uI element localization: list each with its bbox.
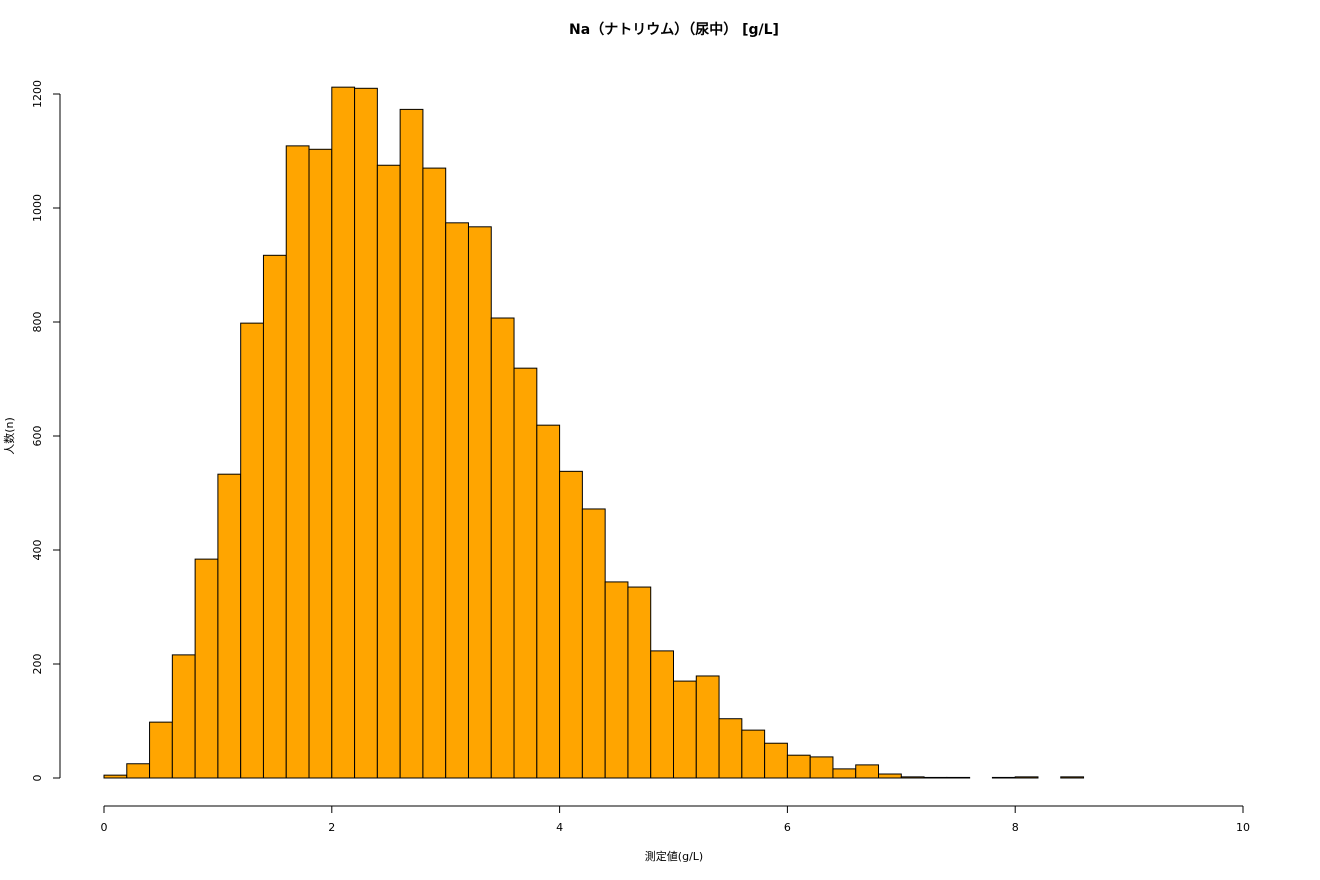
y-tick-label: 200 [31,654,44,675]
bar [240,322,264,779]
bar [695,675,720,779]
bar [900,776,925,779]
bar [126,763,151,779]
bar [627,586,652,779]
bar [1060,776,1085,779]
y-tick-label: 600 [31,426,44,447]
bar [103,774,128,779]
bar [741,729,766,779]
bar [786,754,811,779]
bar [285,145,310,779]
bar [445,222,469,779]
x-tick-label: 0 [101,821,108,834]
y-tick-label: 0 [31,775,44,782]
bar [673,680,697,779]
bar [149,721,173,779]
x-tick-label: 8 [1012,821,1019,834]
y-tick-label: 1000 [31,194,44,222]
y-tick-label: 1200 [31,80,44,108]
bar [536,424,561,779]
chart-title: Na（ナトリウム）（尿中） [g/L] [569,21,779,38]
bar [194,558,219,779]
bar [946,776,971,779]
bar [604,581,629,779]
bar [718,718,743,779]
bar [331,86,356,779]
bar [832,768,857,779]
bar [422,167,447,779]
x-tick-label: 4 [556,821,563,834]
y-tick-label: 800 [31,312,44,333]
bar [878,773,902,779]
bar [308,148,333,779]
bar [490,317,515,779]
bar [650,650,674,779]
bar [376,164,401,779]
bar [764,742,788,779]
bar [262,254,287,779]
bar [809,756,834,779]
y-axis-label: 人数(n) [3,417,16,455]
bar [991,776,1016,779]
bar [513,367,538,779]
bar [399,108,424,779]
x-tick-label: 6 [784,821,791,834]
bar [354,87,378,779]
bar [923,776,948,779]
y-tick-label: 400 [31,540,44,561]
x-tick-label: 2 [328,821,335,834]
bar [467,226,492,779]
bar [217,473,242,779]
bar [171,654,196,779]
bar [559,470,583,779]
x-tick-label: 10 [1236,821,1250,834]
bar [855,764,880,779]
bar [1014,776,1039,779]
x-axis-label: 測定値(g/L) [645,849,703,863]
bar [581,508,606,779]
